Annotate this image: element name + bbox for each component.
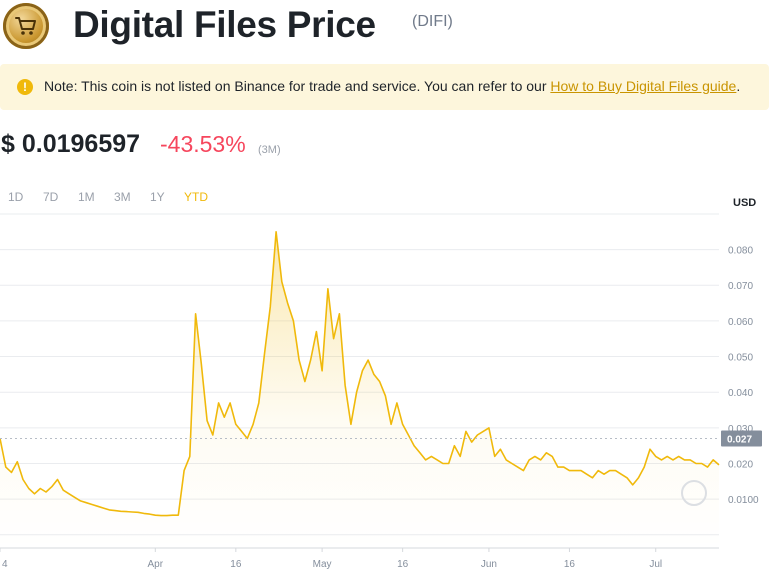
x-tick-label: 16 <box>397 559 409 570</box>
notice-text: Note: This coin is not listed on Binance… <box>44 78 740 94</box>
current-price: $ 0.0196597 <box>1 130 141 158</box>
price-line <box>0 231 720 517</box>
notice-suffix: . <box>736 78 741 94</box>
x-tick-label: Apr <box>148 559 164 570</box>
range-ytd-button[interactable]: YTD <box>184 190 208 204</box>
y-tick-label: 0.060 <box>728 317 753 328</box>
warning-icon: ! <box>17 79 33 95</box>
currency-label: USD <box>733 197 757 209</box>
range-7d-button[interactable]: 7D <box>43 190 59 204</box>
coinmarketcap-watermark-icon <box>681 480 707 506</box>
y-tick-label: 0.080 <box>728 246 753 257</box>
page-title: Digital Files Price <box>73 4 376 45</box>
price-area <box>0 231 719 549</box>
x-tick-label: May <box>313 559 332 570</box>
current-price-tag-label: 0.027 <box>727 435 752 446</box>
x-tick-label: Jun <box>481 559 497 570</box>
page-header: Digital Files Price (DIFI) <box>0 0 783 52</box>
y-tick-label: 0.050 <box>728 353 753 364</box>
notice-message: Note: This coin is not listed on Binance… <box>44 78 551 94</box>
y-tick-label: 0.030 <box>728 424 753 435</box>
range-1d-button[interactable]: 1D <box>8 190 24 204</box>
y-tick-label: 0.0100 <box>728 495 759 506</box>
coin-logo <box>3 3 49 49</box>
range-3m-button[interactable]: 3M <box>114 190 131 204</box>
x-tick-label: 16 <box>564 559 576 570</box>
price-chart[interactable]: 0.0100 0.020 0.030 0.040 0.050 0.060 0.070 0.08… <box>0 210 783 575</box>
cart-icon <box>15 17 36 35</box>
current-price-tag <box>721 430 762 447</box>
x-tick-label: 4 <box>2 559 8 570</box>
notice-banner: ! Note: This coin is not listed on Binan… <box>0 64 769 110</box>
y-tick-label: 0.070 <box>728 281 753 292</box>
how-to-buy-link[interactable]: How to Buy Digital Files guide <box>550 78 737 94</box>
y-tick-label: 0.040 <box>728 388 753 399</box>
x-tick-label: 16 <box>230 559 242 570</box>
range-1m-button[interactable]: 1M <box>78 190 95 204</box>
price-summary: $ 0.0196597 -43.53% (3M) <box>0 128 783 164</box>
x-tick-label: Jul <box>649 559 662 570</box>
coin-ticker: (DIFI) <box>412 13 453 30</box>
range-1y-button[interactable]: 1Y <box>150 190 165 204</box>
change-period: (3M) <box>258 144 281 156</box>
y-tick-label: 0.020 <box>728 460 753 471</box>
price-change: -43.53% <box>160 131 246 157</box>
